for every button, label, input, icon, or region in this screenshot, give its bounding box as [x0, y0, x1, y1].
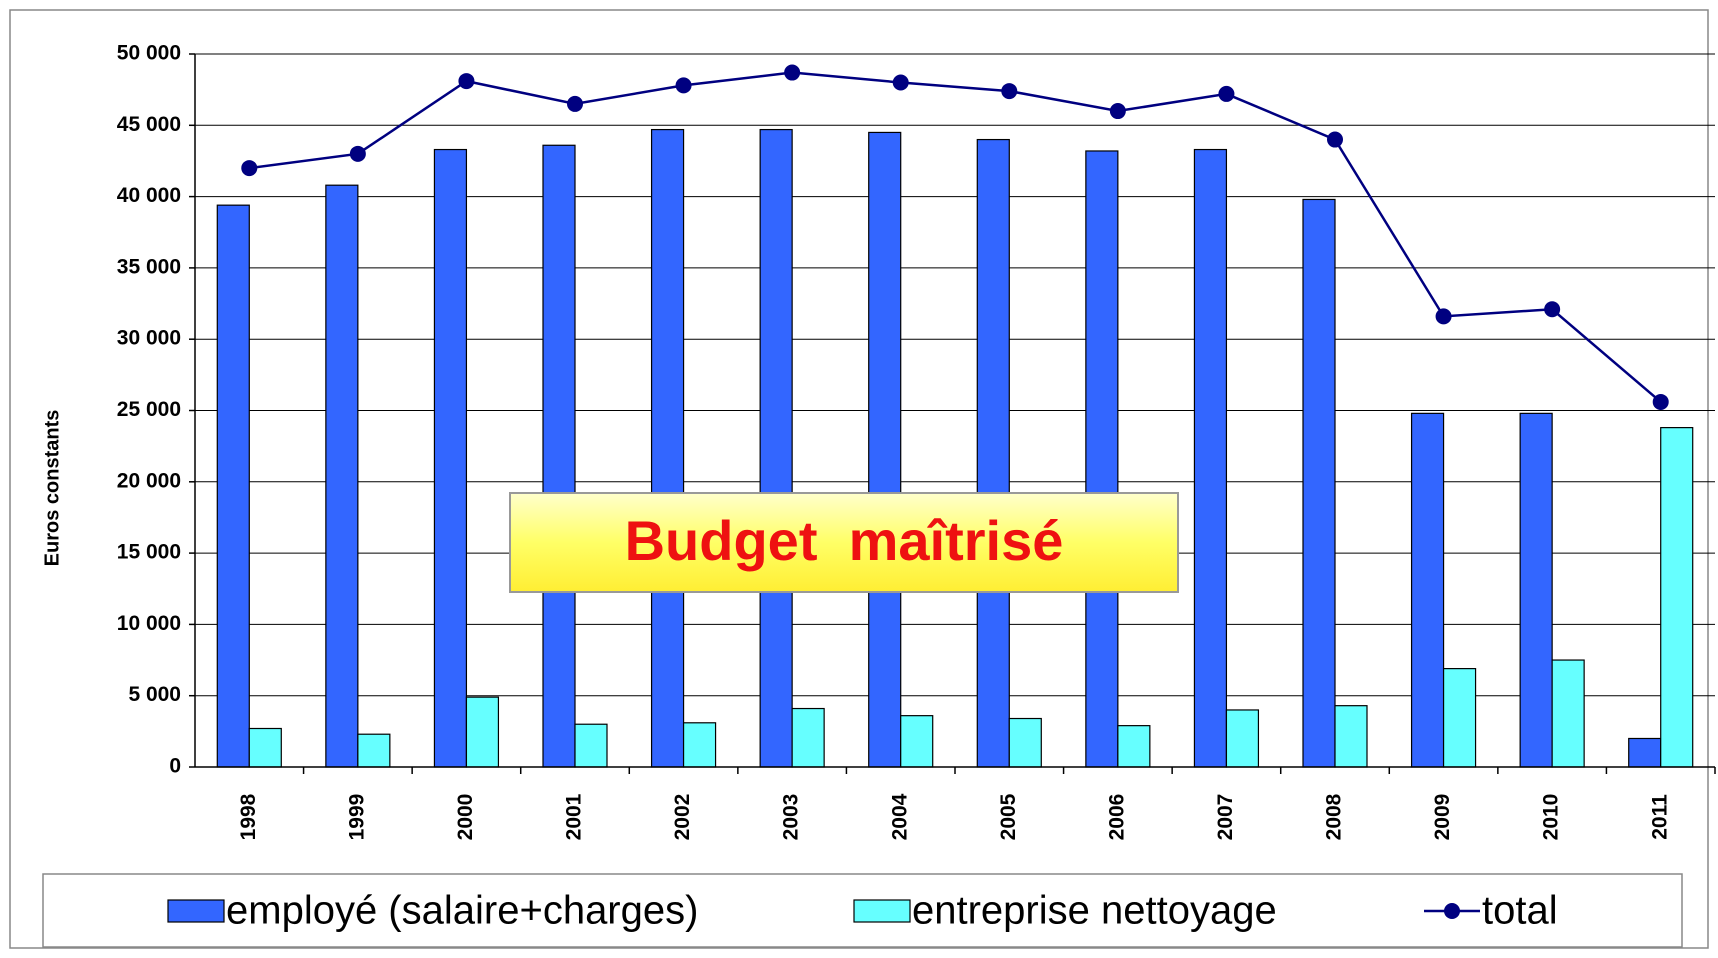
legend-box	[42, 873, 1683, 948]
bar	[542, 144, 576, 768]
bar	[1442, 668, 1477, 768]
y-tick-label: 50 000	[117, 42, 181, 65]
y-axis-title: Euros constants	[41, 410, 63, 567]
bar	[900, 715, 934, 768]
y-tick-label: 25 000	[117, 398, 181, 421]
x-tick-label: 2008	[1323, 793, 1346, 840]
bar	[465, 696, 500, 768]
line-marker	[1109, 103, 1126, 120]
x-tick-label: 2009	[1431, 794, 1454, 841]
bar	[1410, 412, 1445, 768]
y-tick-label: 5 000	[128, 683, 181, 706]
bar	[1551, 659, 1585, 768]
line-marker	[349, 145, 366, 162]
chart-border	[9, 9, 1709, 949]
bar	[759, 128, 793, 768]
x-tick-label: 2007	[1214, 794, 1237, 841]
x-tick-label: 2000	[454, 794, 477, 841]
y-tick-label: 10 000	[117, 612, 181, 635]
x-tick-label: 2002	[671, 794, 694, 841]
bar	[1302, 198, 1336, 768]
bar	[357, 733, 391, 768]
bar	[1628, 737, 1662, 768]
line-marker	[1435, 308, 1452, 325]
line-marker	[1327, 131, 1343, 148]
legend-swatch	[167, 899, 225, 923]
bar	[682, 722, 717, 768]
bar	[868, 131, 902, 768]
y-tick-label: 20 000	[117, 469, 181, 492]
y-tick-label: 15 000	[117, 541, 181, 564]
x-tick-label: 1998	[237, 793, 260, 840]
x-tick-label: 2006	[1105, 794, 1128, 841]
y-tick-label: 30 000	[117, 327, 181, 350]
y-tick-label: 40 000	[117, 184, 181, 207]
bar	[325, 184, 359, 768]
legend-label: total	[1482, 889, 1558, 933]
x-tick-label: 2010	[1540, 794, 1563, 841]
y-tick-label: 35 000	[117, 255, 181, 278]
x-tick-label: 2001	[563, 793, 586, 840]
bar	[650, 128, 685, 768]
bar	[1117, 725, 1151, 768]
legend-marker	[1444, 903, 1460, 919]
legend-swatch	[853, 899, 911, 923]
line-marker	[1652, 393, 1669, 410]
line-marker	[1544, 301, 1561, 318]
line-marker	[458, 73, 475, 90]
bar	[1085, 150, 1119, 768]
bar	[1193, 148, 1228, 768]
bar	[1008, 717, 1042, 768]
y-tick-label: 0	[169, 755, 181, 778]
line-marker	[567, 95, 583, 112]
line-marker	[241, 160, 258, 177]
x-tick-label: 1999	[345, 794, 368, 841]
bar	[433, 148, 468, 768]
y-tick-label: 45 000	[117, 113, 181, 136]
legend-label: entreprise nettoyage	[912, 889, 1277, 933]
line-marker	[784, 64, 801, 81]
bar	[1334, 705, 1368, 768]
annotation-box	[509, 492, 1179, 593]
bar	[248, 727, 282, 768]
bar	[216, 204, 250, 768]
line-marker	[675, 77, 692, 94]
line-marker	[892, 74, 909, 91]
bar	[574, 723, 608, 768]
annotation: Budget maîtrisé	[625, 509, 1064, 572]
legend-label: employé (salaire+charges)	[226, 889, 698, 933]
line-marker	[1218, 85, 1235, 102]
bar	[1660, 427, 1694, 768]
x-tick-label: 2005	[997, 793, 1020, 840]
line-marker	[1001, 83, 1018, 100]
x-tick-label: 2003	[780, 794, 803, 841]
x-tick-label: 2011	[1648, 794, 1671, 840]
bar	[1519, 412, 1553, 768]
x-tick-label: 2004	[888, 793, 911, 840]
bar	[1225, 709, 1260, 768]
bar	[791, 707, 825, 768]
bar	[976, 138, 1010, 768]
line	[249, 71, 1662, 403]
